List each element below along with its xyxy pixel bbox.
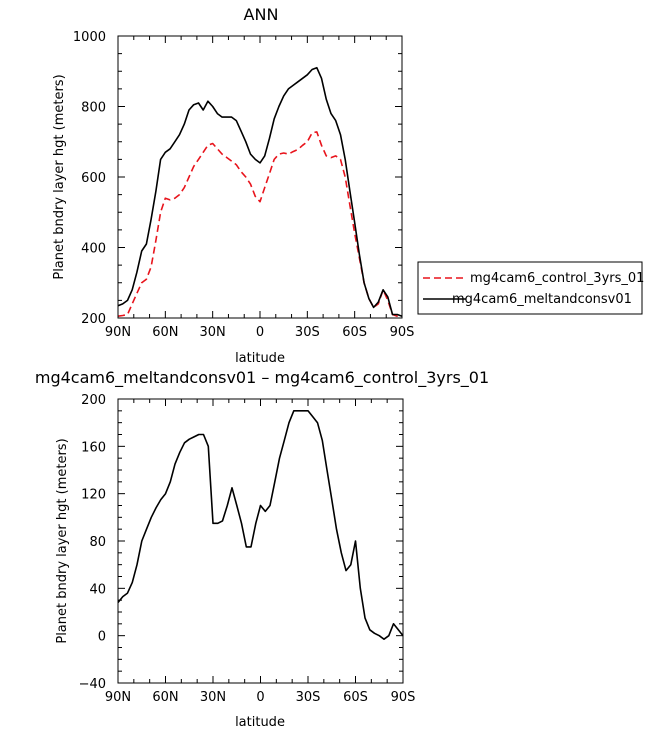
x-tick-label: 60N — [152, 690, 178, 705]
y-tick-label: 40 — [89, 582, 106, 597]
x-tick-label: 30S — [295, 325, 320, 340]
bottom-series-lines — [117, 409, 404, 641]
x-tick-label: 90S — [390, 325, 415, 340]
top-y-ticks: 200 400 600 800 1000 — [73, 30, 402, 327]
y-tick-label: 200 — [81, 312, 106, 327]
x-tick-label: 30S — [296, 690, 321, 705]
bottom-panel: mg4cam6_meltandconsv01 – mg4cam6_control… — [35, 368, 489, 730]
top-series-lines — [117, 66, 403, 318]
x-tick-label: 90S — [391, 690, 416, 705]
x-tick-label: 60N — [152, 325, 178, 340]
x-tick-label: 30N — [200, 690, 226, 705]
bottom-y-ticks: −40 0 40 80 120 160 200 — [79, 393, 403, 692]
y-tick-label: 800 — [81, 101, 106, 116]
y-tick-label: 400 — [81, 242, 106, 257]
x-tick-label: 0 — [256, 690, 264, 705]
bottom-x-axis-label: latitude — [235, 715, 285, 730]
y-tick-label: 1000 — [73, 30, 106, 45]
legend-box — [417, 261, 643, 315]
x-tick-label: 60S — [342, 325, 367, 340]
series-line-difference — [117, 409, 404, 641]
x-tick-label: 90N — [105, 690, 131, 705]
y-tick-label: 200 — [81, 393, 106, 408]
top-y-axis-label: Planet bndry layer hgt (meters) — [52, 74, 67, 279]
series-line-mg4cam6-meltandconsv01 — [117, 66, 403, 317]
legend-label-control: mg4cam6_control_3yrs_01 — [470, 271, 644, 286]
bottom-chart-title: mg4cam6_meltandconsv01 – mg4cam6_control… — [35, 368, 489, 388]
y-tick-label: 0 — [98, 630, 106, 645]
y-tick-label: 160 — [81, 440, 106, 455]
y-tick-label: −40 — [79, 677, 106, 692]
x-tick-label: 30N — [200, 325, 226, 340]
x-tick-label: 0 — [256, 325, 264, 340]
top-x-ticks: 90N 60N 30N 0 30S 60S 90S — [105, 36, 415, 340]
top-panel: ANN 90N 60N 30N 0 30S 60S 90S 200 400 600 800 1000… — [52, 5, 644, 366]
top-x-axis-label: latitude — [235, 351, 285, 366]
bottom-x-ticks: 90N 60N 30N 0 30S 60S 90S — [105, 399, 416, 705]
series-line-mg4cam6-control-3yrs-01 — [117, 131, 402, 318]
legend-label-melt: mg4cam6_meltandconsv01 — [452, 292, 632, 307]
top-chart-title: ANN — [244, 5, 279, 24]
legend: mg4cam6_control_3yrs_01 mg4cam6_meltandc… — [417, 261, 644, 315]
x-tick-label: 90N — [105, 325, 131, 340]
top-plot-frame — [117, 35, 403, 319]
bottom-plot-frame — [117, 398, 404, 684]
y-tick-label: 600 — [81, 171, 106, 186]
y-tick-label: 120 — [81, 488, 106, 503]
x-tick-label: 60S — [343, 690, 368, 705]
bottom-y-axis-label: Planet bndry layer hgt (meters) — [55, 438, 70, 643]
y-tick-label: 80 — [89, 535, 106, 550]
